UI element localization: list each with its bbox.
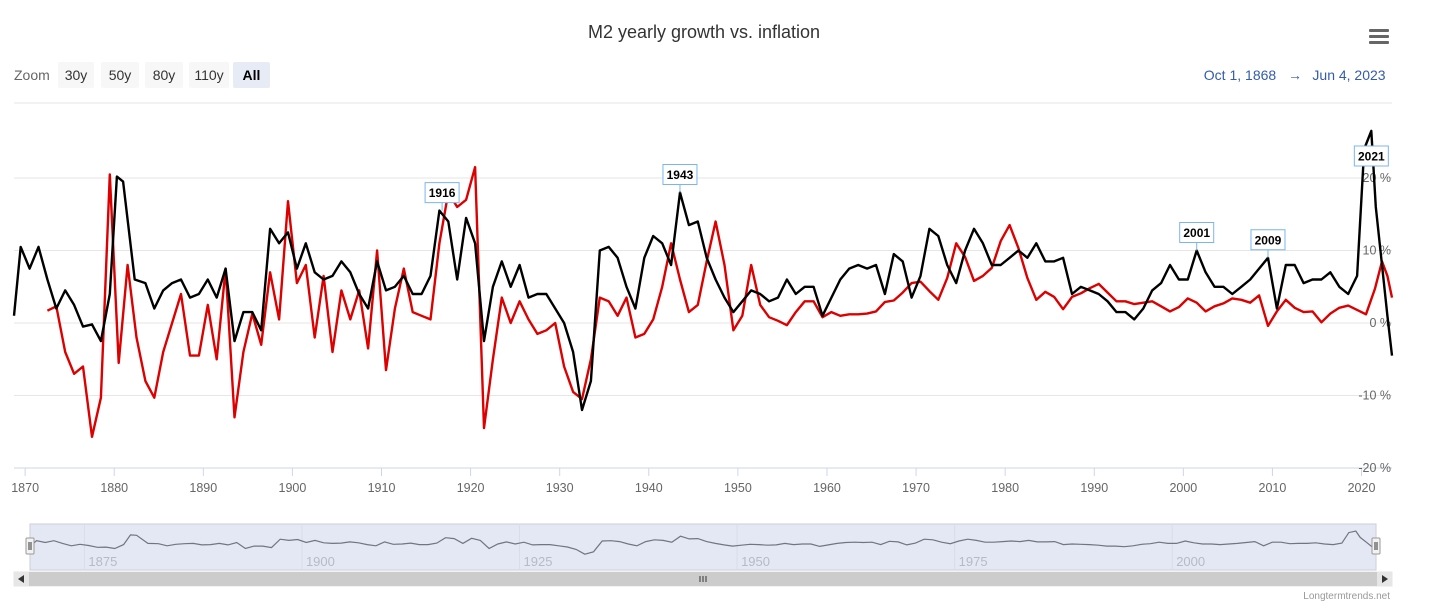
x-tick-label: 1960 <box>813 481 841 495</box>
y-tick-label: 10 % <box>1363 244 1392 258</box>
zoom-button-label: 80y <box>153 67 176 83</box>
flag-label: 1943 <box>667 168 694 182</box>
arrow-left-icon <box>18 575 24 583</box>
y-tick-label: -20 % <box>1358 461 1391 475</box>
zoom-button-80y[interactable]: 80y <box>145 62 183 88</box>
y-tick-label: -10 % <box>1358 389 1391 403</box>
x-tick-label: 2010 <box>1259 481 1287 495</box>
zoom-buttons: 30y 50y 80y 110y All <box>58 62 270 88</box>
flag-label: 2021 <box>1358 150 1385 164</box>
zoom-button-All[interactable]: All <box>233 62 270 88</box>
x-tick-label: 1940 <box>635 481 663 495</box>
m2-growth-line <box>12 129 1394 412</box>
navigator-handle-right-icon[interactable] <box>1371 537 1381 555</box>
range-arrow: → <box>1288 67 1302 83</box>
zoom-button-110y[interactable]: 110y <box>189 62 229 88</box>
credit-link[interactable]: Longtermtrends.net <box>1303 591 1390 602</box>
flag-2009[interactable]: 2009 <box>1250 229 1286 258</box>
x-tick-label: 2020 <box>1348 481 1376 495</box>
flags-group: 1916 1943 2001 2009 2021 <box>424 145 1389 258</box>
x-tick-label: 2000 <box>1169 481 1197 495</box>
chart-title: M2 yearly growth vs. inflation <box>588 22 820 42</box>
x-tick-label: 1950 <box>724 481 752 495</box>
range-from[interactable]: Oct 1, 1868 <box>1204 67 1277 83</box>
flag-1916[interactable]: 1916 <box>424 182 460 211</box>
y-tick-label: 20 % <box>1363 171 1392 185</box>
y-tick-label: 0 % <box>1369 316 1391 330</box>
flag-label: 1916 <box>429 186 456 200</box>
flag-2001[interactable]: 2001 <box>1179 222 1215 251</box>
x-tick-label: 1890 <box>189 481 217 495</box>
inflation-line <box>46 165 1394 438</box>
zoom-button-30y[interactable]: 30y <box>58 62 94 88</box>
zoom-button-label: 30y <box>65 67 88 83</box>
scrollbar[interactable] <box>13 571 1393 587</box>
x-tick-label: 1980 <box>991 481 1019 495</box>
navigator-handle-left-icon[interactable] <box>25 537 35 555</box>
flag-label: 2009 <box>1255 233 1282 247</box>
x-tick-label: 1930 <box>546 481 574 495</box>
x-tick-label: 1880 <box>100 481 128 495</box>
series-group <box>12 129 1394 438</box>
x-tick-label: 1970 <box>902 481 930 495</box>
flag-2021[interactable]: 2021 <box>1353 145 1389 167</box>
navigator[interactable]: 187519001925195019752000 <box>25 523 1381 571</box>
x-tick-label: 1990 <box>1080 481 1108 495</box>
x-tick-label: 1920 <box>457 481 485 495</box>
zoom-button-label: 110y <box>194 67 223 83</box>
flag-label: 2001 <box>1183 226 1210 240</box>
x-tick-label: 1870 <box>11 481 39 495</box>
x-tick-label: 1910 <box>368 481 396 495</box>
flag-1943[interactable]: 1943 <box>662 164 698 193</box>
x-axis: 1870 1880 1890 1900 1910 1920 1930 1940 1950 1960… <box>11 467 1392 495</box>
scrollbar-grip-icon <box>699 576 707 582</box>
x-tick-label: 1900 <box>279 481 307 495</box>
range-to[interactable]: Jun 4, 2023 <box>1312 67 1385 83</box>
zoom-button-label: 50y <box>109 67 132 83</box>
arrow-right-icon <box>1382 575 1388 583</box>
zoom-label: Zoom <box>14 67 50 83</box>
hamburger-menu-icon[interactable] <box>1366 26 1392 48</box>
y-axis: 20 % 10 % 0 % -10 % -20 % <box>1358 171 1391 475</box>
zoom-button-label: All <box>243 67 261 83</box>
navigator-selection-mask[interactable] <box>30 524 1376 570</box>
zoom-button-50y[interactable]: 50y <box>101 62 139 88</box>
